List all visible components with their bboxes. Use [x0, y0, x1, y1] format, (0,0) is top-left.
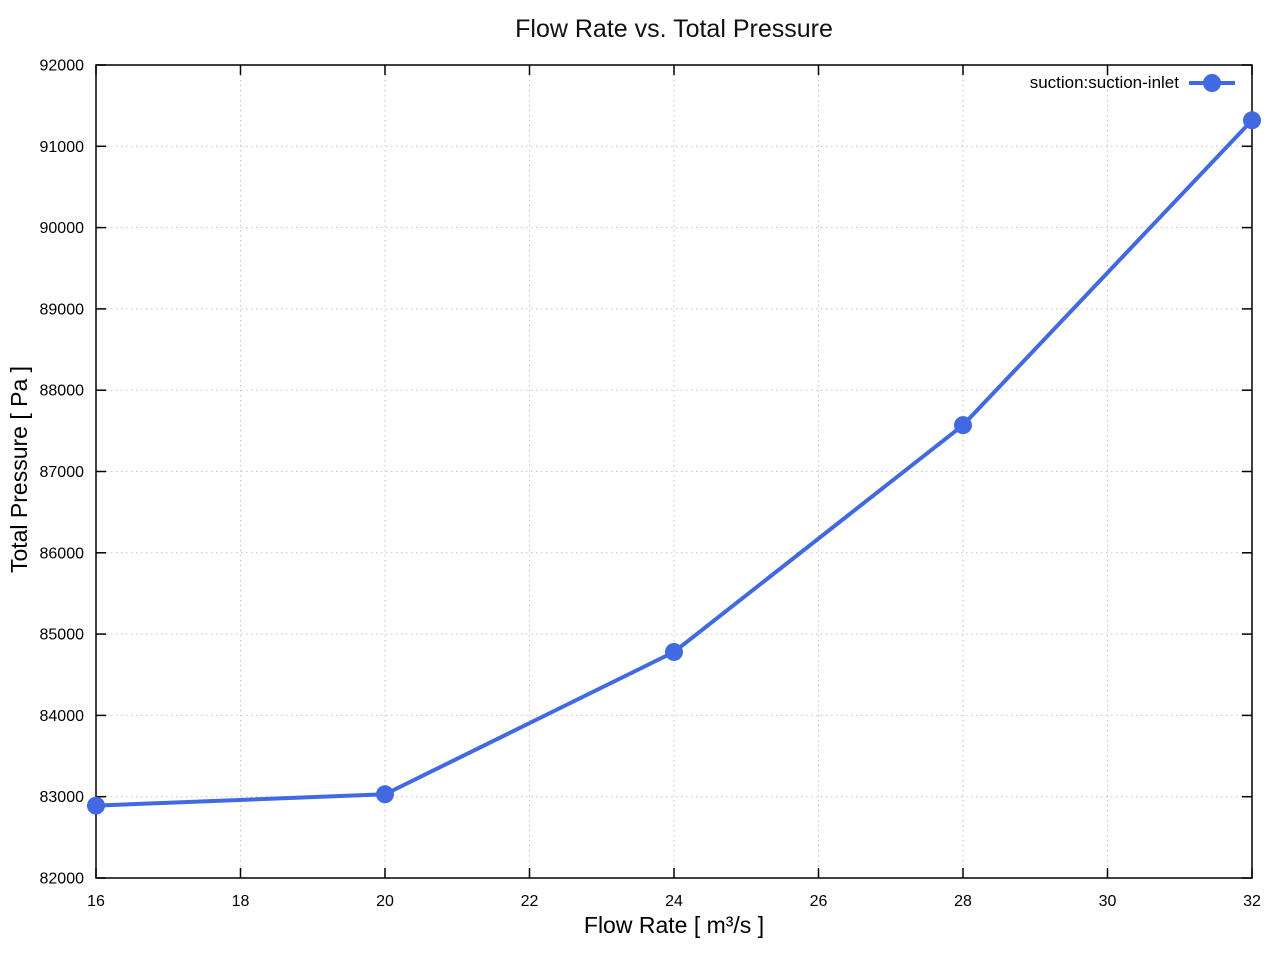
data-point: [376, 785, 394, 804]
x-tick-label: 20: [376, 893, 394, 910]
y-tick-label: 88000: [40, 383, 85, 400]
x-tick-label: 26: [810, 893, 828, 910]
y-axis-label-container: Total Pressure [ Pa ]: [0, 0, 40, 938]
x-tick-label: 16: [87, 893, 105, 910]
x-tick-label: 24: [665, 893, 683, 910]
legend: suction:suction-inlet: [1030, 70, 1237, 96]
legend-sample-marker: [1203, 74, 1221, 92]
y-tick-label: 82000: [40, 871, 85, 888]
data-point: [87, 796, 105, 815]
data-point: [954, 416, 972, 435]
y-tick-label: 85000: [40, 627, 85, 644]
x-axis-label: Flow Rate [ m³/s ]: [583, 912, 765, 938]
y-tick-label: 92000: [40, 58, 85, 75]
y-tick-label: 91000: [40, 139, 85, 156]
x-tick-label: 18: [232, 893, 250, 910]
data-point: [665, 642, 683, 661]
y-tick-label: 83000: [40, 789, 85, 806]
legend-line-marker-sample: [1189, 74, 1235, 92]
x-tick-label: 32: [1243, 893, 1261, 910]
x-tick-label: 22: [521, 893, 539, 910]
y-tick-label: 84000: [40, 708, 85, 725]
y-tick-label: 87000: [40, 464, 85, 481]
y-tick-label: 89000: [40, 301, 85, 318]
y-tick-label: 90000: [40, 220, 85, 237]
chart-title: Flow Rate vs. Total Pressure: [515, 15, 833, 43]
y-tick-label: 86000: [40, 545, 85, 562]
legend-series-label: suction:suction-inlet: [1029, 73, 1179, 92]
x-tick-label: 28: [954, 893, 972, 910]
series-line: [94, 118, 1254, 808]
y-axis-label: Total Pressure [ Pa ]: [6, 365, 33, 573]
x-tick-label: 30: [1099, 893, 1117, 910]
data-point: [1243, 111, 1261, 130]
